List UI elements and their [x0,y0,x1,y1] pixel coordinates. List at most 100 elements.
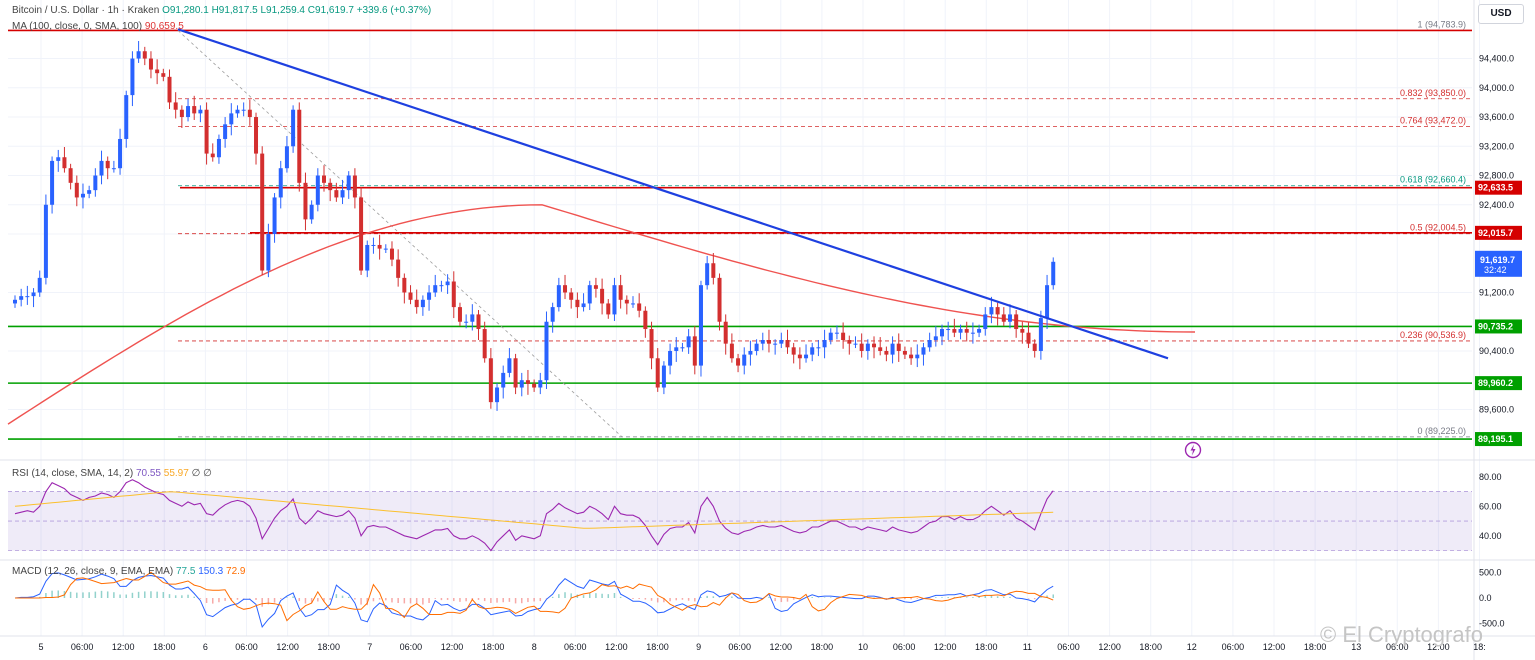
candle-body [167,76,172,103]
candle-body [80,193,85,198]
candle-body [1001,314,1006,322]
rsi-legend[interactable]: RSI (14, close, SMA, 14, 2) 70.55 55.97 … [12,468,212,479]
ma-legend[interactable]: MA (100, close, 0, SMA, 100) 90,659.5 [12,21,184,32]
time-axis-tick: 12:00 [276,642,299,652]
currency-button[interactable]: USD [1478,4,1524,24]
candle-body [847,340,852,344]
candle-body [223,124,228,139]
candle-body [587,285,592,304]
candle-body [581,303,586,308]
candle-body [989,307,994,315]
price-level-badge [1475,319,1522,334]
high-value: H91,817.5 [211,5,258,16]
candle-body [964,329,969,333]
candle-body [773,343,778,345]
candle-body [785,340,790,348]
candle-body [797,354,802,359]
candle-body [859,343,864,351]
candle-body [241,109,246,111]
macd-axis-tick: 500.0 [1479,567,1502,577]
open-value: O91,280.1 [162,5,209,16]
candle-body [303,182,308,220]
candle-body [124,95,129,139]
candle-body [414,299,419,308]
candle-body [68,168,73,183]
candle-body [637,303,642,311]
candle-body [902,350,907,355]
candle-body [841,332,846,340]
candle-body [723,321,728,344]
candle-body [383,248,388,250]
lightning-alert-icon[interactable] [1184,441,1202,459]
candle-body [501,372,506,388]
candle-body [155,69,160,74]
candle-body [433,285,438,293]
candle-body [309,204,314,220]
macd-axis-tick: 0.0 [1479,593,1492,603]
candle-body [698,285,703,366]
candle-body [1032,343,1037,351]
candle-body [804,354,809,359]
candle-body [729,343,734,359]
time-axis-tick: 11 [1023,642,1032,652]
candle-body [204,109,209,154]
candle-body [148,58,153,70]
price-axis-tick: 94,000.0 [1479,83,1514,93]
time-axis-tick: 12:00 [934,642,957,652]
rsi-label: RSI (14, close, SMA, 14, 2) [12,468,134,479]
candle-body [853,343,858,345]
candle-body [624,299,629,304]
time-axis-tick: 10 [858,642,868,652]
candle-body [1026,332,1031,344]
price-level-badge-label: 92,633.5 [1478,183,1513,193]
candle-body [62,157,67,169]
candle-body [563,285,568,293]
time-axis-tick: 12:00 [112,642,135,652]
macd-signal-value: 72.9 [226,566,246,577]
candle-body [266,234,271,271]
candle-body [940,329,944,337]
candle-body [488,358,493,403]
grid-lines [8,0,1480,636]
candle-body [970,332,975,334]
time-axis-tick: 18:00 [975,642,998,652]
candle-body [340,190,345,198]
price-axis-tick: 93,200.0 [1479,141,1514,151]
candle-body [946,329,951,331]
change-value: +339.6 (+0.37%) [356,5,432,16]
candle-body [402,277,407,293]
candle-body [284,146,289,169]
candle-body [371,244,376,246]
candle-body [828,332,833,340]
candle-body [779,340,784,344]
candle-body [445,281,450,286]
candle-body [878,347,883,351]
candle-body [668,350,673,366]
fib-level-label: 0.5 (92,004.5) [1410,223,1466,233]
candle-body [921,347,926,355]
time-axis-tick: 8 [532,642,537,652]
candle-body [31,292,36,297]
candle-body [896,343,901,351]
candle-body [260,153,265,271]
time-axis-tick: 9 [696,642,701,652]
time-axis-tick: 5 [38,642,43,652]
candle-body [439,285,444,287]
candle-body [995,307,1000,315]
time-axis-tick: 06:00 [1057,642,1080,652]
candle-body [736,358,741,366]
candle-body [136,51,141,59]
macd-legend[interactable]: MACD (12, 26, close, 9, EMA, EMA) 77.5 1… [12,566,245,577]
candle-body [507,358,512,373]
time-axis-tick: 06:00 [235,642,258,652]
price-axis-tick: 92,800.0 [1479,171,1514,181]
price-level-badge [1475,376,1522,391]
price-axis-tick: 89,600.0 [1479,404,1514,414]
price-axis-tick: 91,200.0 [1479,287,1514,297]
candle-body [272,197,277,234]
candle-body [717,277,722,322]
candle-body [655,358,660,388]
candle-body [618,285,623,300]
candle-body [760,340,765,344]
time-axis-tick: 06:00 [893,642,916,652]
